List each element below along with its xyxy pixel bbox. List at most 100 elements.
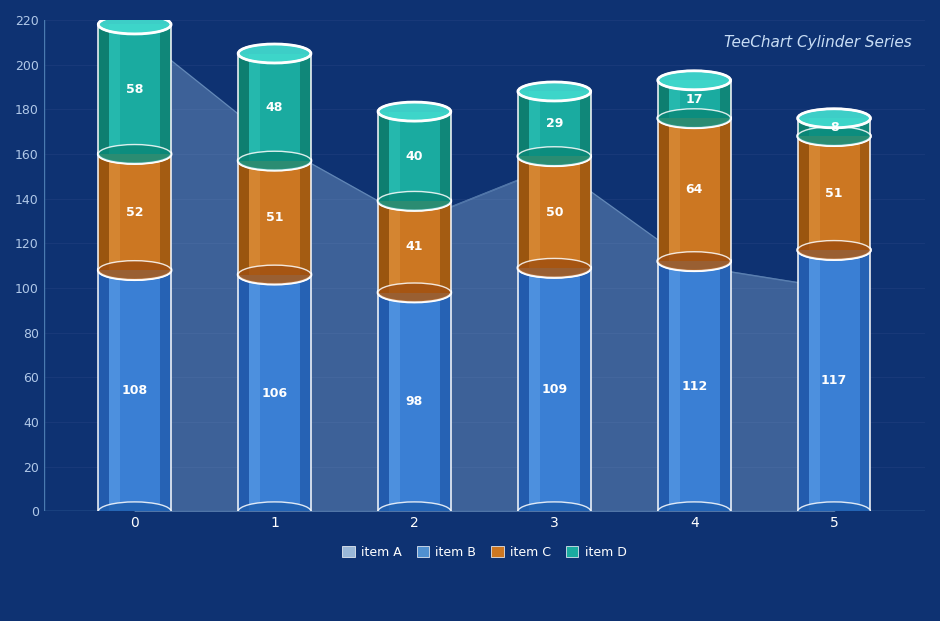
Bar <box>249 274 260 512</box>
Bar <box>378 292 389 512</box>
Bar <box>238 274 249 512</box>
Ellipse shape <box>99 261 171 279</box>
Ellipse shape <box>378 102 451 121</box>
Text: 106: 106 <box>261 386 288 399</box>
Bar <box>580 91 590 156</box>
Legend: item A, item B, item C, item D: item A, item B, item C, item D <box>337 541 632 564</box>
Ellipse shape <box>658 502 730 521</box>
Bar <box>99 154 171 270</box>
Ellipse shape <box>378 283 451 302</box>
Ellipse shape <box>658 252 730 271</box>
Bar <box>518 91 590 156</box>
Bar <box>378 201 389 292</box>
Ellipse shape <box>658 109 730 128</box>
Bar <box>798 250 870 512</box>
Bar <box>249 53 260 161</box>
Text: TeeChart Cylinder Series: TeeChart Cylinder Series <box>724 35 912 50</box>
Ellipse shape <box>378 191 451 211</box>
Bar <box>389 201 400 292</box>
Bar <box>808 118 820 136</box>
Bar <box>720 80 730 118</box>
Bar <box>658 80 668 118</box>
Ellipse shape <box>238 152 311 170</box>
Bar <box>238 161 311 274</box>
Ellipse shape <box>238 152 311 170</box>
Bar <box>249 161 260 274</box>
Ellipse shape <box>518 82 590 101</box>
Bar <box>99 270 109 512</box>
Ellipse shape <box>518 147 590 166</box>
Bar <box>378 201 451 292</box>
Bar <box>518 268 590 512</box>
Bar <box>160 270 171 512</box>
Ellipse shape <box>99 261 171 279</box>
Bar <box>808 136 820 250</box>
Bar <box>529 91 540 156</box>
Ellipse shape <box>518 502 590 521</box>
Ellipse shape <box>378 191 451 211</box>
Bar <box>529 268 540 512</box>
Bar <box>109 154 120 270</box>
Ellipse shape <box>798 109 870 128</box>
Bar <box>378 112 451 201</box>
Bar <box>720 118 730 261</box>
Ellipse shape <box>99 502 171 521</box>
Bar <box>99 24 109 154</box>
Ellipse shape <box>238 265 311 284</box>
Bar <box>99 24 171 154</box>
Bar <box>518 268 529 512</box>
Ellipse shape <box>378 283 451 302</box>
Bar <box>720 261 730 512</box>
Bar <box>798 136 808 250</box>
Ellipse shape <box>798 502 870 521</box>
Bar <box>389 112 400 201</box>
Bar <box>109 24 120 154</box>
Ellipse shape <box>99 145 171 163</box>
Ellipse shape <box>798 240 870 260</box>
Ellipse shape <box>658 109 730 128</box>
Bar <box>238 274 311 512</box>
Bar <box>798 118 808 136</box>
Bar <box>300 53 311 161</box>
Bar <box>580 156 590 268</box>
Text: 8: 8 <box>830 120 838 134</box>
Text: 51: 51 <box>825 186 843 199</box>
Bar <box>798 118 870 136</box>
Bar <box>160 24 171 154</box>
Bar <box>529 156 540 268</box>
Bar <box>668 80 680 118</box>
Bar <box>518 91 529 156</box>
Ellipse shape <box>378 502 451 521</box>
Bar <box>658 118 668 261</box>
Ellipse shape <box>518 258 590 278</box>
Text: 52: 52 <box>126 206 144 219</box>
Text: 64: 64 <box>685 183 703 196</box>
Bar <box>109 270 120 512</box>
Bar <box>808 250 820 512</box>
Bar <box>859 136 870 250</box>
Bar <box>658 261 668 512</box>
Bar <box>160 154 171 270</box>
Ellipse shape <box>658 252 730 271</box>
Bar <box>518 156 590 268</box>
Text: 17: 17 <box>685 93 703 106</box>
Bar <box>658 118 730 261</box>
Bar <box>440 292 451 512</box>
Text: 112: 112 <box>682 380 707 393</box>
Text: 51: 51 <box>266 211 283 224</box>
Bar <box>238 161 249 274</box>
Ellipse shape <box>518 147 590 166</box>
Bar <box>99 270 171 512</box>
Bar <box>238 53 311 161</box>
Text: 98: 98 <box>406 396 423 409</box>
Ellipse shape <box>798 240 870 260</box>
Text: 41: 41 <box>406 240 423 253</box>
Bar <box>859 118 870 136</box>
Bar <box>440 112 451 201</box>
Text: 117: 117 <box>821 374 847 388</box>
Bar <box>378 292 451 512</box>
Text: 108: 108 <box>121 384 148 397</box>
Bar <box>440 201 451 292</box>
Bar <box>389 292 400 512</box>
Ellipse shape <box>798 127 870 146</box>
